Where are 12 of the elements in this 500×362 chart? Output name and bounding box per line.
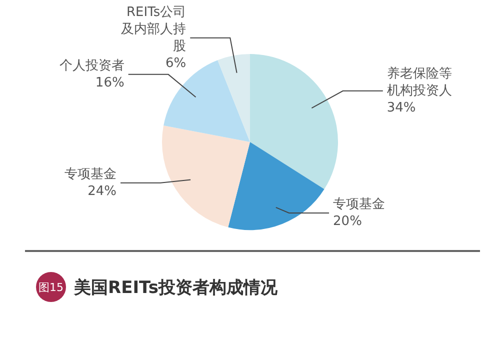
slice-label: 专项基金 <box>333 196 386 212</box>
slice-label: REITs公司及内部人持股 <box>121 4 186 54</box>
data-label: 16% <box>95 75 124 90</box>
data-label: 24% <box>88 184 116 199</box>
slice-label: 养老保险等机构投资人 <box>386 65 452 98</box>
slice-label: 个人投资者 <box>59 58 124 74</box>
data-label: 6% <box>166 56 186 71</box>
data-label: 34% <box>386 100 416 116</box>
caption: 图15 <box>36 272 66 302</box>
data-label: 20% <box>333 214 362 229</box>
slice-label: 专项基金 <box>64 166 116 182</box>
text: 美国REITs投资者构成情况 <box>74 276 278 298</box>
